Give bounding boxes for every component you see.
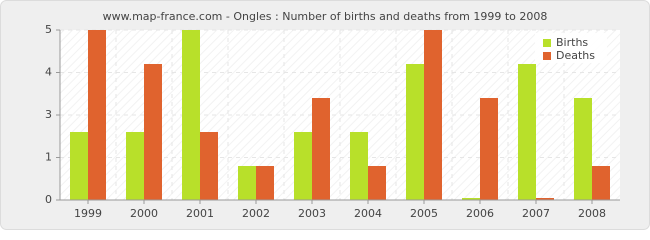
x-tick-label: 2006 — [466, 207, 494, 220]
bar — [536, 198, 554, 200]
bar — [200, 132, 218, 200]
x-tick-label: 1999 — [74, 207, 102, 220]
bar — [574, 98, 592, 200]
bar — [126, 132, 144, 200]
bar — [592, 166, 610, 200]
bar — [518, 64, 536, 200]
x-tick-label: 2005 — [410, 207, 438, 220]
legend-swatch — [543, 39, 551, 47]
bar — [256, 166, 274, 200]
bar — [70, 132, 88, 200]
bar — [480, 98, 498, 200]
bar — [294, 132, 312, 200]
bar — [238, 166, 256, 200]
bar — [424, 30, 442, 200]
bar — [144, 64, 162, 200]
bar — [312, 98, 330, 200]
bar — [88, 30, 106, 200]
legend-label: Births — [556, 36, 588, 49]
y-tick-label: 1 — [45, 151, 52, 164]
x-tick-label: 2003 — [298, 207, 326, 220]
legend-swatch — [543, 52, 551, 60]
bar — [182, 30, 200, 200]
y-tick-label: 3 — [45, 108, 52, 121]
bar — [368, 166, 386, 200]
x-tick-label: 2002 — [242, 207, 270, 220]
y-tick-label: 4 — [45, 66, 52, 79]
x-tick-label: 2001 — [186, 207, 214, 220]
x-tick-label: 2000 — [130, 207, 158, 220]
chart: www.map-france.com - Ongles : Number of … — [0, 0, 650, 230]
x-tick-label: 2007 — [522, 207, 550, 220]
y-tick-label: 5 — [45, 23, 52, 36]
chart-title: www.map-france.com - Ongles : Number of … — [103, 10, 548, 23]
x-tick-label: 2008 — [578, 207, 606, 220]
bar — [406, 64, 424, 200]
bar — [350, 132, 368, 200]
legend-label: Deaths — [556, 49, 595, 62]
y-tick-label: 0 — [45, 193, 52, 206]
bar — [462, 198, 480, 200]
x-tick-label: 2004 — [354, 207, 382, 220]
